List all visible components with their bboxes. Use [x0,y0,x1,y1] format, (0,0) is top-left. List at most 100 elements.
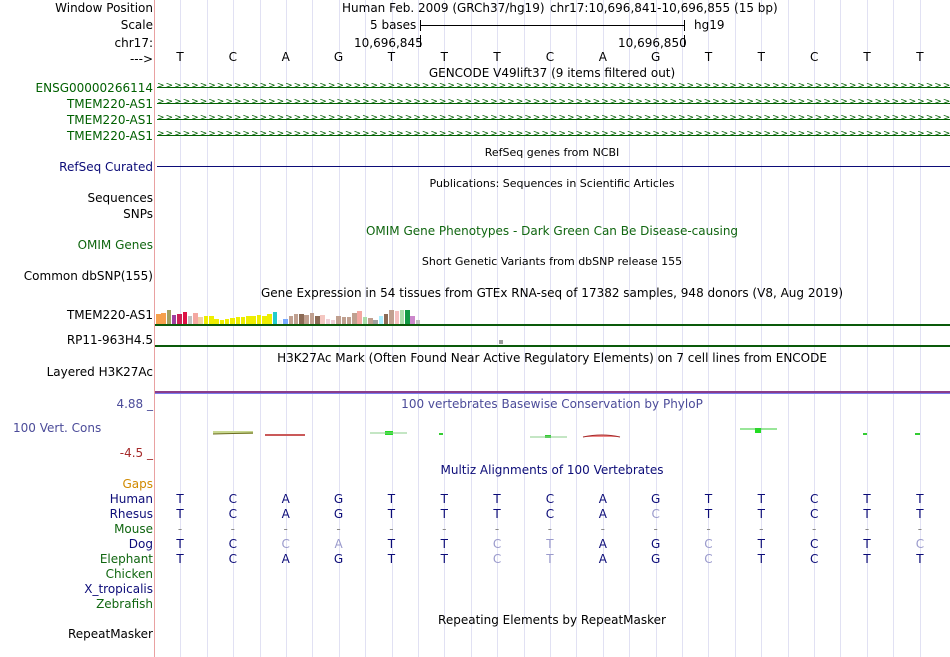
gtex-tissue-bar[interactable] [267,314,272,324]
gtex-tissue-bar[interactable] [362,317,368,324]
h3k27ac-title[interactable]: H3K27Ac Mark (Often Found Near Active Re… [277,351,827,365]
omim-label[interactable]: OMIM Genes [77,238,153,252]
multiz-gaps-label[interactable]: Gaps [122,477,153,491]
gtex-tissue-bar[interactable] [203,316,209,324]
multiz-species-label[interactable]: Zebrafish [96,597,153,611]
gtex-tissue-bar[interactable] [304,315,309,324]
gtex-tissue-bar[interactable] [277,320,283,324]
gtex-tissue-bar[interactable] [405,310,410,324]
gtex-tissue-bar[interactable] [251,316,256,324]
gtex-tissue-bar[interactable] [219,320,225,324]
h3k27ac-signal-line[interactable] [155,391,950,393]
gtex-gene-1[interactable]: TMEM220-AS1 [66,308,153,322]
gtex-tissue-bar[interactable] [187,316,193,324]
gtex-tissue-bar[interactable] [262,316,267,324]
grid-line [840,0,842,657]
multiz-species-label[interactable]: X_tropicalis [84,582,153,596]
gtex-tissue-bar[interactable] [410,316,415,324]
gtex-tissue-bar[interactable] [309,313,315,324]
publications-label[interactable]: Sequences [87,191,153,205]
multiz-base: T [387,552,396,566]
gtex-tissue-bar[interactable] [394,311,399,324]
refseq-title[interactable]: RefSeq genes from NCBI [484,146,620,159]
gtex-tissue-bar[interactable] [352,313,357,324]
h3k27ac-signal-line-2[interactable] [155,393,950,394]
gtex-tissue-bar[interactable] [383,314,389,324]
multiz-title[interactable]: Multiz Alignments of 100 Vertebrates [440,463,664,477]
gtex-tissue-bar[interactable] [171,315,177,324]
scale-bar [420,25,684,26]
publications-title[interactable]: Publications: Sequences in Scientific Ar… [429,177,675,190]
gtex-tissue-bar[interactable] [209,316,214,324]
repeatmasker-label[interactable]: RepeatMasker [67,627,153,641]
position-text[interactable]: chr17:10,696,841-10,696,855 (15 bp) [550,1,778,15]
gencode-feature-line[interactable] [157,103,950,104]
gencode-feature-line[interactable] [157,87,950,88]
gtex-tissue-bar[interactable] [193,313,198,324]
refseq-feature-line[interactable] [157,166,950,167]
gtex-tissue-bar[interactable] [177,314,182,324]
gtex-tissue-bar[interactable] [357,311,362,324]
gtex-tissue-bar[interactable] [235,317,240,324]
phylop-label[interactable]: 100 Vert. Cons [13,421,102,435]
base-letter: A [598,50,607,64]
gtex-tissue-bar[interactable] [315,316,320,324]
gtex-title[interactable]: Gene Expression in 54 tissues from GTEx … [260,286,844,300]
multiz-species-label[interactable]: Rhesus [109,507,153,521]
dbsnp-title[interactable]: Short Genetic Variants from dbSNP releas… [421,255,683,268]
gencode-item-label[interactable]: TMEM220-AS1 [66,129,153,143]
gtex-tissue-bar[interactable] [320,315,325,324]
gtex-tissue-bar[interactable] [246,316,251,324]
multiz-species-label[interactable]: Mouse [114,522,153,536]
multiz-species-label[interactable]: Chicken [105,567,153,581]
gtex-tissue-bar[interactable] [166,310,172,324]
gencode-item-label[interactable]: TMEM220-AS1 [66,113,153,127]
refseq-label[interactable]: RefSeq Curated [59,160,153,174]
grid-line [576,0,578,657]
gtex-tissue-bar[interactable] [293,314,299,324]
phylop-wiggle[interactable] [155,415,950,445]
multiz-species-label[interactable]: Dog [128,537,153,551]
gtex-tissue-bar[interactable] [330,320,336,324]
gtex-gene-2-bar[interactable] [499,340,503,344]
gtex-tissue-bar[interactable] [182,312,187,324]
gencode-item-label[interactable]: ENSG00000266114 [35,81,153,95]
phylop-title[interactable]: 100 vertebrates Basewise Conservation by… [401,397,703,411]
gencode-title[interactable]: GENCODE V49lift37 (9 items filtered out) [428,66,676,80]
gencode-item-label[interactable]: TMEM220-AS1 [66,97,153,111]
gtex-tissue-bar[interactable] [325,319,331,324]
gtex-tissue-bar[interactable] [161,313,166,324]
gtex-tissue-bar[interactable] [415,320,421,324]
repeatmasker-title[interactable]: Repeating Elements by RepeatMasker [438,613,666,627]
gencode-feature-line[interactable] [157,135,950,136]
gtex-tissue-bar[interactable] [240,317,246,324]
h3k27ac-label[interactable]: Layered H3K27Ac [46,365,153,379]
gtex-tissue-bar[interactable] [198,317,203,324]
gtex-tissue-bar[interactable] [368,318,373,324]
phylop-peak-4 [755,428,761,433]
gtex-tissue-bar[interactable] [373,320,378,324]
omim-title[interactable]: OMIM Gene Phenotypes - Dark Green Can Be… [365,224,739,238]
dbsnp-label[interactable]: Common dbSNP(155) [23,269,153,283]
gtex-tissue-bar[interactable] [224,319,230,324]
gtex-tissue-bar[interactable] [272,312,278,324]
gtex-tissue-bar[interactable] [256,315,262,324]
multiz-base: - [230,522,236,536]
gencode-feature-line[interactable] [157,119,950,120]
gtex-tissue-bar[interactable] [378,316,384,324]
gtex-tissue-bar[interactable] [299,314,304,324]
multiz-species-label[interactable]: Elephant [99,552,153,566]
gtex-tissue-bar[interactable] [230,318,235,324]
multiz-species-label[interactable]: Human [109,492,153,506]
gtex-tissue-bar[interactable] [156,314,161,324]
gtex-tissue-bar[interactable] [283,319,288,324]
snps-label[interactable]: SNPs [123,207,153,221]
gtex-gene-2[interactable]: RP11-963H4.5 [66,333,153,347]
gtex-tissue-bar[interactable] [389,310,394,324]
gtex-tissue-bar[interactable] [288,316,293,324]
gtex-tissue-bar[interactable] [399,310,405,324]
gtex-tissue-bar[interactable] [336,316,341,324]
gtex-tissue-bar[interactable] [346,317,352,324]
gtex-tissue-bar[interactable] [341,317,346,324]
gtex-tissue-bar[interactable] [214,319,219,324]
